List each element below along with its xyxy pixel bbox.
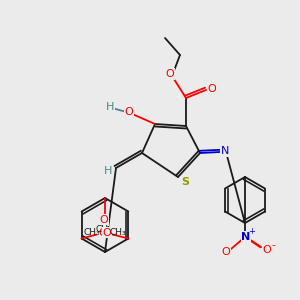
Text: CH₃: CH₃: [109, 228, 126, 237]
Text: CH₃: CH₃: [96, 224, 112, 233]
Text: O: O: [102, 227, 111, 238]
Text: CH₃: CH₃: [83, 228, 100, 237]
Text: H: H: [106, 102, 114, 112]
Text: -: -: [271, 240, 275, 250]
Text: O: O: [166, 69, 174, 79]
Text: N: N: [221, 146, 229, 156]
Text: N: N: [242, 232, 250, 242]
Text: +: +: [249, 227, 255, 236]
Text: S: S: [181, 177, 189, 187]
Text: O: O: [124, 107, 134, 117]
Text: O: O: [100, 215, 108, 225]
Text: O: O: [208, 84, 216, 94]
Text: O: O: [262, 245, 272, 255]
Text: H: H: [104, 166, 112, 176]
Text: O: O: [98, 227, 107, 238]
Text: O: O: [222, 247, 230, 257]
